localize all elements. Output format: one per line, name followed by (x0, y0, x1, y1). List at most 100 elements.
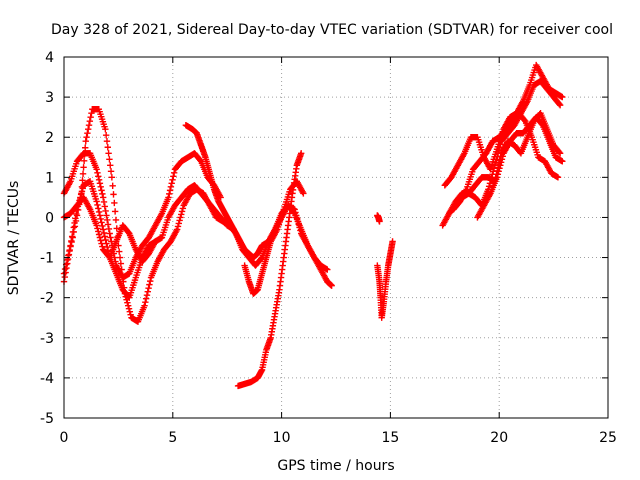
series-track-13 (450, 109, 562, 213)
x-tick-label: 5 (168, 430, 177, 446)
data-point-marker (78, 188, 86, 195)
data-point-marker (116, 254, 124, 261)
data-point-marker (99, 190, 106, 198)
data-point-marker (175, 220, 182, 227)
x-axis-label: GPS time / hours (277, 458, 394, 474)
data-point-marker (72, 215, 79, 222)
data-point-marker (127, 311, 134, 318)
data-point-marker (94, 225, 101, 232)
y-tick-label: 1 (45, 170, 54, 186)
data-point-marker (142, 298, 149, 306)
chart-title: Day 328 of 2021, Sidereal Day-to-day VTE… (51, 22, 613, 38)
series-track-2 (60, 150, 224, 281)
data-point-marker (80, 157, 88, 164)
data-point-marker (93, 166, 100, 173)
data-point-marker (166, 190, 173, 198)
data-point-marker (96, 180, 104, 187)
data-point-marker (105, 150, 112, 157)
data-point-marker (498, 156, 506, 163)
grid (64, 57, 608, 418)
y-tick-label: -2 (40, 291, 54, 307)
data-point-marker (99, 226, 107, 233)
data-point-marker (124, 299, 131, 306)
data-point-marker (324, 266, 331, 273)
y-tick-label: 2 (45, 130, 54, 146)
data-point-marker (104, 144, 111, 151)
data-point-marker (64, 255, 72, 263)
y-tick-label: 3 (45, 90, 54, 106)
data-point-marker (556, 149, 563, 156)
data-point-marker (167, 183, 175, 191)
data-point-marker (493, 174, 501, 181)
data-point-marker (300, 190, 307, 197)
data-point-marker (94, 201, 101, 209)
data-point-marker (297, 150, 305, 157)
y-tick-label: -1 (40, 251, 54, 267)
data-point-marker (116, 248, 123, 255)
data-point-marker (86, 117, 94, 125)
data-point-marker (144, 288, 151, 295)
data-point-marker (70, 224, 77, 231)
series-track-9 (374, 212, 383, 225)
data-point-marker (170, 169, 178, 177)
data-point-marker (556, 150, 564, 157)
data-point-marker (554, 174, 562, 181)
plot-frame (63, 56, 609, 419)
y-tick-label: 4 (45, 50, 54, 66)
x-tick-label: 25 (599, 430, 617, 446)
y-tick-label: -3 (40, 331, 54, 347)
data-point-marker (101, 233, 108, 240)
x-tick-labels: 0 5 10 15 20 25 (60, 430, 617, 446)
data-point-marker (82, 144, 89, 151)
data-point-marker (96, 234, 104, 241)
data-point-marker (176, 217, 183, 224)
data-point-marker (178, 208, 186, 215)
data-point-marker (559, 158, 566, 165)
data-point-marker (94, 169, 101, 177)
data-point-marker (80, 164, 87, 171)
data-point-marker (147, 277, 154, 285)
data-point-marker (107, 234, 114, 241)
data-point-marker (100, 229, 108, 237)
data-point-marker (103, 138, 111, 145)
data-point-marker (112, 216, 120, 224)
data-point-marker (109, 182, 116, 190)
data-point-marker (84, 130, 91, 137)
data-point-marker (95, 205, 102, 212)
x-tick-label: 20 (490, 430, 508, 446)
data-point-marker (111, 208, 119, 215)
data-point-marker (93, 222, 100, 229)
data-point-marker (126, 308, 134, 315)
data-point-marker (179, 205, 187, 212)
data-point-marker (105, 225, 113, 233)
data-point-marker (559, 93, 566, 101)
data-point-marker (141, 302, 148, 309)
data-point-marker (376, 218, 383, 225)
data-point-marker (68, 233, 76, 240)
data-point-marker (99, 194, 107, 201)
data-point-marker (66, 246, 73, 254)
data-point-marker (499, 153, 506, 160)
data-point-marker (110, 191, 117, 198)
data-point-marker (98, 240, 105, 247)
data-point-marker (496, 165, 503, 172)
data-point-marker (111, 199, 118, 207)
data-point-marker (79, 170, 87, 178)
data-point-marker (97, 237, 104, 244)
data-point-marker (124, 302, 132, 309)
data-point-marker (102, 132, 110, 139)
series-track-7 (241, 178, 307, 297)
data-point-marker (103, 212, 110, 219)
data-point-marker (142, 295, 150, 302)
x-tick-label: 0 (60, 430, 69, 446)
data-point-marker (166, 187, 174, 194)
data-point-marker (88, 109, 95, 117)
data-point-marker (165, 194, 172, 201)
data-point-marker (146, 281, 153, 288)
data-point-marker (143, 291, 151, 299)
data-point-marker (101, 203, 108, 210)
data-point-marker (79, 177, 86, 184)
data-point-marker (98, 187, 105, 194)
data-point-marker (79, 185, 86, 192)
